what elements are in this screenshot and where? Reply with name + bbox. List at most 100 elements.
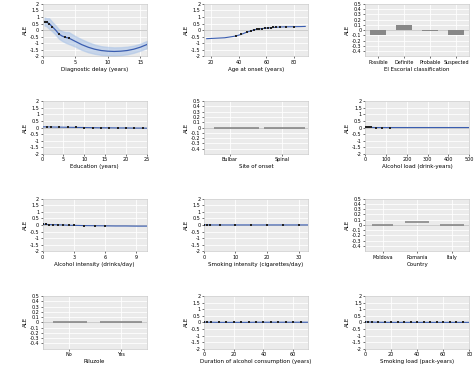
Point [394, 319, 401, 326]
Point [55, 124, 63, 130]
Point [55, 222, 62, 228]
Point [363, 124, 370, 130]
Point [368, 319, 375, 325]
X-axis label: Diagnostic delay (years): Diagnostic delay (years) [61, 67, 128, 72]
Point [208, 319, 215, 325]
Point [372, 124, 379, 130]
Point [207, 222, 214, 228]
Point [290, 23, 298, 30]
Point [114, 125, 121, 131]
Point [91, 223, 99, 229]
Point [65, 35, 73, 41]
Point [401, 319, 408, 326]
Point [453, 319, 460, 326]
Point [364, 319, 372, 325]
Point [386, 124, 394, 130]
Point [200, 222, 208, 228]
Point [263, 222, 271, 228]
Point [41, 19, 48, 25]
Point [46, 20, 53, 27]
Point [237, 31, 245, 38]
Point [407, 319, 415, 326]
Point [230, 319, 237, 326]
Point [130, 125, 138, 131]
X-axis label: El Escorial classification: El Escorial classification [384, 67, 450, 72]
Point [247, 222, 255, 228]
Point [215, 319, 223, 326]
Point [89, 125, 96, 131]
Y-axis label: ALE: ALE [184, 317, 189, 327]
X-axis label: Country: Country [406, 262, 428, 267]
Point [60, 222, 67, 228]
Point [260, 319, 267, 325]
Point [264, 25, 272, 31]
Point [216, 222, 224, 228]
Point [255, 26, 263, 32]
Point [446, 319, 454, 326]
Point [270, 25, 277, 31]
Point [81, 124, 88, 130]
Point [62, 34, 69, 41]
Point [45, 221, 53, 227]
Point [49, 24, 56, 30]
Point [365, 124, 373, 130]
Point [47, 124, 55, 130]
Point [274, 319, 282, 325]
Point [420, 319, 428, 326]
X-axis label: Education (years): Education (years) [70, 164, 119, 169]
X-axis label: Duration of alcohol consumption (years): Duration of alcohol consumption (years) [201, 359, 311, 364]
Point [64, 124, 72, 130]
Point [378, 124, 386, 130]
Point [72, 124, 80, 130]
Point [433, 319, 440, 326]
Point [232, 33, 240, 39]
Point [43, 19, 50, 25]
Point [200, 319, 208, 325]
Point [245, 319, 252, 326]
Point [43, 124, 51, 130]
Point [203, 319, 211, 325]
Point [361, 319, 369, 325]
Point [222, 319, 230, 326]
Point [439, 319, 447, 326]
Y-axis label: ALE: ALE [23, 317, 27, 327]
Point [55, 31, 63, 37]
Point [427, 319, 434, 326]
Point [252, 319, 260, 325]
Point [282, 319, 290, 325]
Point [279, 222, 287, 228]
Point [105, 125, 113, 131]
Point [258, 25, 266, 31]
Point [42, 221, 50, 227]
Y-axis label: ALE: ALE [23, 122, 27, 133]
X-axis label: Alcohol load (drink-years): Alcohol load (drink-years) [382, 164, 453, 169]
Point [267, 319, 274, 325]
Y-axis label: ALE: ALE [184, 220, 189, 230]
Point [272, 24, 280, 30]
Point [289, 319, 297, 325]
Point [65, 222, 73, 228]
Point [49, 222, 57, 228]
Point [368, 124, 375, 130]
Point [247, 28, 255, 34]
Point [237, 319, 245, 326]
Point [364, 124, 371, 130]
Bar [370, 30, 386, 35]
Y-axis label: ALE: ALE [345, 25, 350, 35]
X-axis label: Smoking intensity (cigarettes/day): Smoking intensity (cigarettes/day) [209, 262, 303, 267]
Y-axis label: ALE: ALE [345, 317, 350, 327]
Point [232, 222, 239, 228]
Point [203, 222, 211, 228]
Point [387, 319, 395, 326]
Point [297, 319, 304, 325]
Y-axis label: ALE: ALE [184, 25, 189, 35]
Point [253, 26, 260, 32]
Point [70, 222, 78, 229]
Point [81, 222, 88, 229]
Point [101, 223, 109, 229]
X-axis label: Smoking load (pack-years): Smoking load (pack-years) [380, 359, 454, 364]
X-axis label: Site of onset: Site of onset [238, 164, 273, 169]
Point [295, 222, 302, 228]
Y-axis label: ALE: ALE [23, 220, 27, 230]
Point [243, 29, 251, 35]
